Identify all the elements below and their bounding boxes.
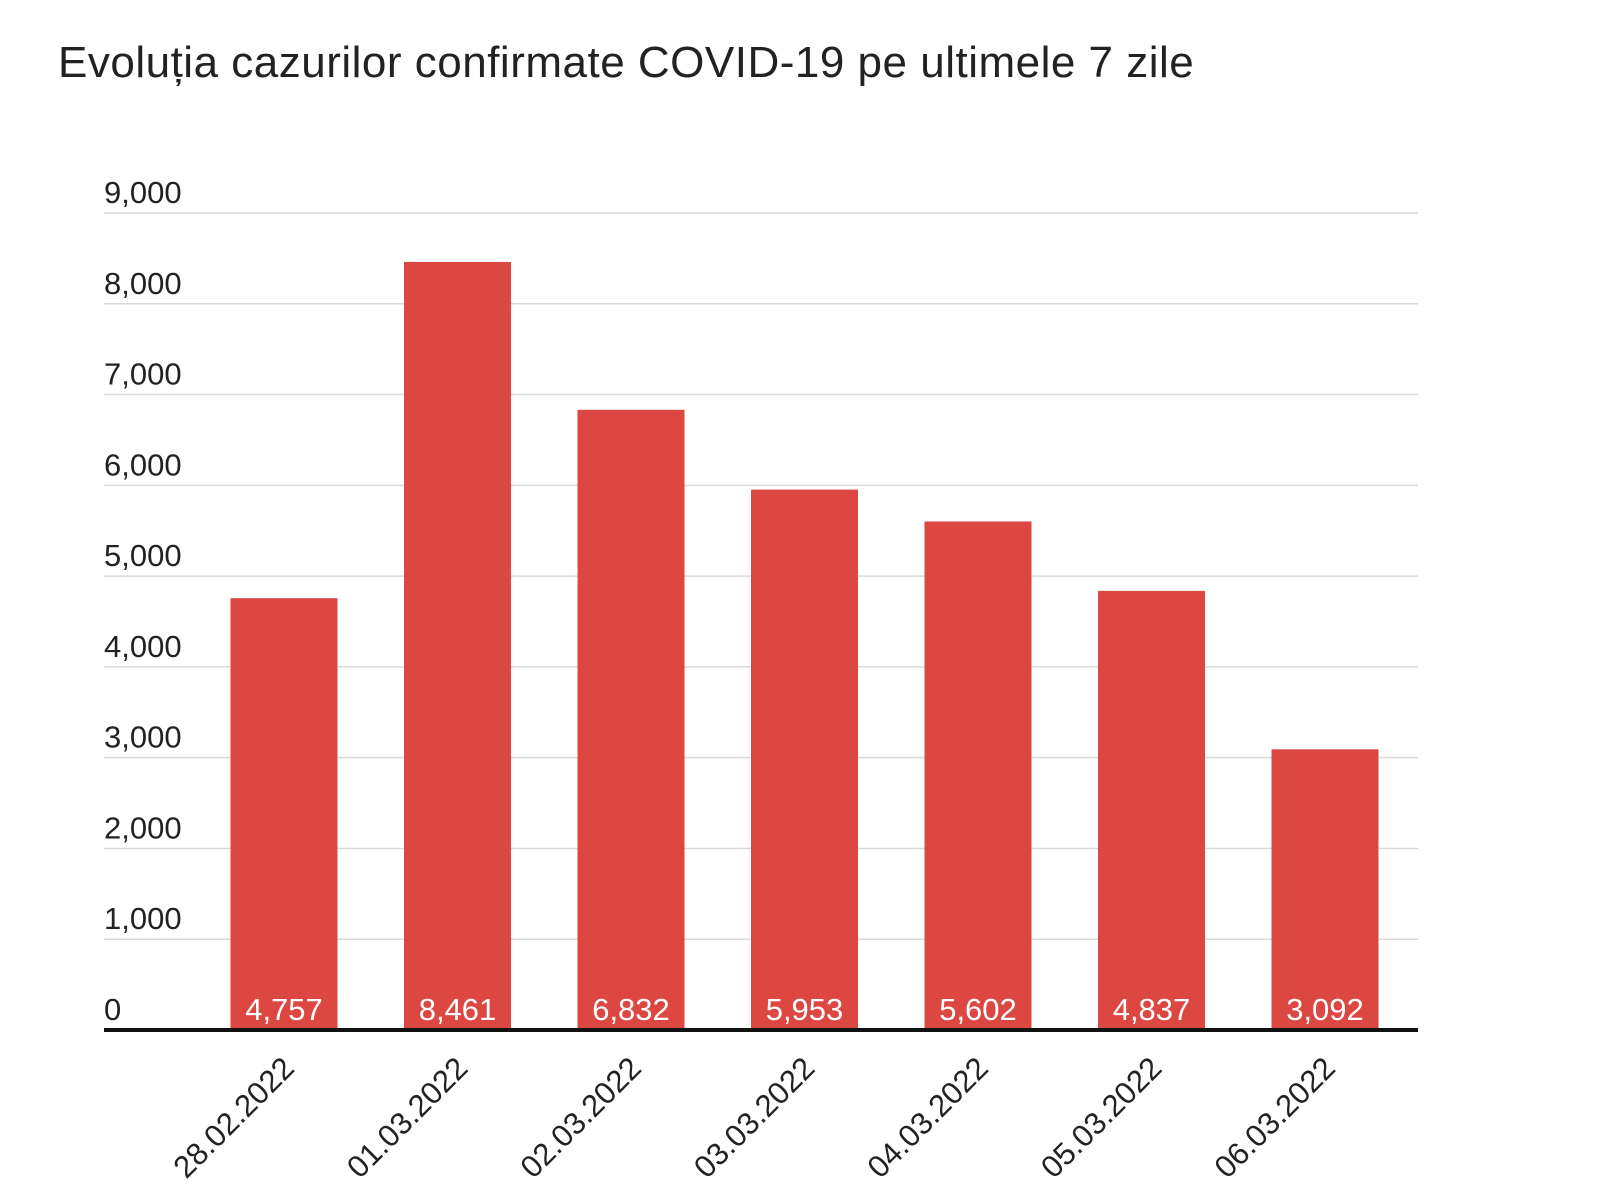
bar <box>577 409 685 1030</box>
x-tick-label: 01.03.2022 <box>340 1050 474 1184</box>
x-tick-label: 03.03.2022 <box>687 1050 821 1184</box>
data-label: 4,757 <box>245 992 323 1027</box>
y-tick-label: 3,000 <box>104 720 182 755</box>
y-tick-label: 7,000 <box>104 357 182 392</box>
y-tick-label: 2,000 <box>104 810 182 845</box>
data-label: 5,602 <box>939 992 1017 1027</box>
y-axis-tick-labels: 0 1,000 2,000 3,000 4,000 5,000 6,000 7,000 8,00… <box>104 175 182 1027</box>
y-tick-label: 1,000 <box>104 901 182 936</box>
y-tick-label: 4,000 <box>104 629 182 664</box>
bar <box>1098 590 1205 1030</box>
bar <box>924 521 1032 1030</box>
x-axis-tick-labels: 28.02.2022 01.03.2022 02.03.2022 03.03.2022… <box>166 1050 1341 1184</box>
data-labels: 4,757 8,461 6,832 5,953 5,602 4,837 3,092 <box>245 992 1364 1027</box>
bar <box>230 598 338 1030</box>
x-tick-label: 04.03.2022 <box>860 1050 994 1184</box>
data-label: 3,092 <box>1286 992 1364 1027</box>
data-label: 5,953 <box>766 992 844 1027</box>
bar <box>1271 749 1379 1030</box>
x-tick-label: 06.03.2022 <box>1207 1050 1341 1184</box>
y-tick-label: 9,000 <box>104 175 182 210</box>
y-tick-label: 6,000 <box>104 447 182 482</box>
bar <box>751 489 858 1031</box>
bar <box>404 261 511 1031</box>
data-label: 6,832 <box>592 992 670 1027</box>
y-tick-label: 8,000 <box>104 266 182 301</box>
data-label: 8,461 <box>419 992 497 1027</box>
data-label: 4,837 <box>1113 992 1191 1027</box>
x-tick-label: 02.03.2022 <box>513 1050 647 1184</box>
x-tick-label: 05.03.2022 <box>1034 1050 1168 1184</box>
x-tick-label: 28.02.2022 <box>166 1050 300 1184</box>
y-tick-label: 5,000 <box>104 538 182 573</box>
y-tick-label: 0 <box>104 992 121 1027</box>
chart-title: Evoluția cazurilor confirmate COVID-19 p… <box>58 38 1195 87</box>
bars <box>230 261 1379 1031</box>
